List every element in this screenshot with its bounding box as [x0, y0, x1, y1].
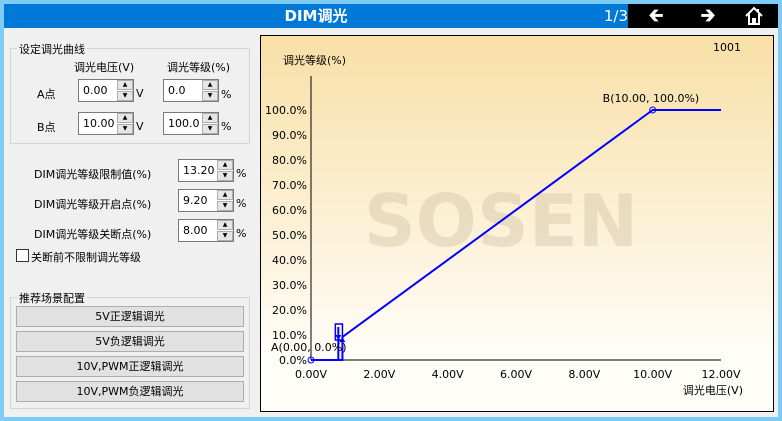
y-tick-label: 10.0% [272, 329, 307, 342]
point-b-annotation: B(10.00, 100.0%) [603, 92, 700, 105]
spin-down-icon[interactable]: ▼ [202, 124, 218, 134]
on-point-value[interactable]: 9.20 [183, 194, 208, 207]
curve-group: 设定调光曲线 [10, 41, 250, 144]
spin-up-icon[interactable]: ▲ [217, 220, 233, 230]
title-bar: DIM调光 1/3 🡰 🡲 [4, 4, 778, 28]
unit-v: V [136, 87, 144, 100]
window: DIM调光 1/3 🡰 🡲 设定调光曲线 调光电压(V) 调光等级(%) A点 … [4, 4, 778, 417]
point-a-label: A点 [37, 88, 56, 101]
voltage-header: 调光电压(V) [74, 61, 135, 74]
x-tick-label: 12.00V [701, 368, 740, 381]
point-b-voltage-input[interactable]: ▲▼ [78, 112, 134, 135]
point-a-annotation: A(0.00, 0.0%) [271, 341, 347, 354]
spin-up-icon[interactable]: ▲ [202, 80, 218, 90]
scene-10v-pwm-positive-button[interactable]: 10V,PWM正逻辑调光 [16, 356, 244, 377]
nav-bar: 🡰 🡲 [628, 4, 778, 28]
spin-up-icon[interactable]: ▲ [202, 113, 218, 123]
y-tick-label: 0.0% [279, 354, 307, 367]
arrow-left-icon[interactable]: 🡰 [648, 5, 664, 26]
off-point-value[interactable]: 8.00 [183, 224, 208, 237]
limit-unit: % [236, 167, 247, 180]
x-tick-label: 6.00V [500, 368, 532, 381]
home-icon[interactable] [734, 4, 774, 28]
unit-v: V [136, 120, 144, 133]
spin-down-icon[interactable]: ▼ [217, 231, 233, 241]
page-title: DIM调光 [284, 7, 348, 25]
y-tick-label: 60.0% [272, 204, 307, 217]
scene-10v-pwm-negative-button[interactable]: 10V,PWM负逻辑调光 [16, 381, 244, 402]
spin-down-icon[interactable]: ▼ [202, 91, 218, 101]
level-header: 调光等级(%) [167, 61, 231, 74]
y-tick-label: 50.0% [272, 229, 307, 242]
x-axis-label: 调光电压(V) [683, 383, 743, 397]
y-tick-label: 30.0% [272, 279, 307, 292]
curve-group-title: 设定调光曲线 [17, 41, 87, 57]
on-point-label: DIM调光等级开启点(%) [34, 198, 152, 211]
spin-up-icon[interactable]: ▲ [217, 190, 233, 200]
point-a-marker [307, 356, 315, 364]
y-tick-label: 100.0% [265, 104, 307, 117]
scene-5v-positive-button[interactable]: 5V正逻辑调光 [16, 306, 244, 327]
x-tick-label: 8.00V [568, 368, 600, 381]
chart-id-label: 1001 [713, 41, 741, 54]
point-b-level-input[interactable]: ▲▼ [163, 112, 219, 135]
x-tick-label: 10.00V [633, 368, 672, 381]
y-tick-label: 90.0% [272, 129, 307, 142]
scene-group: 推荐场景配置 [10, 290, 250, 409]
point-b-marker [649, 106, 657, 114]
y-tick-label: 20.0% [272, 304, 307, 317]
scene-group-title: 推荐场景配置 [17, 290, 87, 306]
on-point-unit: % [236, 197, 247, 210]
spin-up-icon[interactable]: ▲ [217, 160, 233, 170]
y-tick-label: 70.0% [272, 179, 307, 192]
spin-down-icon[interactable]: ▼ [217, 201, 233, 211]
arrow-down-icon [335, 335, 342, 340]
spin-up-icon[interactable]: ▲ [117, 80, 133, 90]
spin-down-icon[interactable]: ▼ [217, 171, 233, 181]
unit-pct: % [221, 120, 232, 133]
spin-up-icon[interactable]: ▲ [117, 113, 133, 123]
x-tick-label: 2.00V [363, 368, 395, 381]
y-tick-label: 40.0% [272, 254, 307, 267]
arrow-up-icon [339, 337, 346, 342]
limit-value[interactable]: 13.20 [183, 164, 215, 177]
y-axis-label: 调光等级(%) [283, 53, 346, 67]
on-point-input[interactable]: 9.20 ▲ ▼ [178, 189, 234, 212]
scene-5v-negative-button[interactable]: 5V负逻辑调光 [16, 331, 244, 352]
unit-pct: % [221, 88, 232, 101]
point-a-voltage-input[interactable]: ▲▼ [78, 79, 134, 102]
point-a-level-input[interactable]: ▲▼ [163, 79, 219, 102]
y-tick-label: 80.0% [272, 154, 307, 167]
off-point-unit: % [236, 227, 247, 240]
no-limit-label: 关断前不限制调光等级 [31, 251, 141, 264]
arrow-right-icon[interactable]: 🡲 [700, 5, 716, 26]
x-tick-label: 0.00V [295, 368, 327, 381]
point-b-label: B点 [37, 121, 56, 134]
page-indicator: 1/3 [603, 7, 628, 25]
spin-down-icon[interactable]: ▼ [117, 124, 133, 134]
x-tick-label: 4.00V [432, 368, 464, 381]
no-limit-checkbox[interactable] [16, 249, 29, 262]
off-point-label: DIM调光等级关断点(%) [34, 228, 152, 241]
spin-down-icon[interactable]: ▼ [117, 91, 133, 101]
dimming-chart: 1001 SOSEN 调光等级(%) 调光电压(V) 0.0% 10.0% 20.0… [260, 35, 774, 412]
limit-label: DIM调光等级限制值(%) [34, 168, 152, 181]
off-point-input[interactable]: 8.00 ▲ ▼ [178, 219, 234, 242]
limit-value-input[interactable]: 13.20 ▲ ▼ [178, 159, 234, 182]
